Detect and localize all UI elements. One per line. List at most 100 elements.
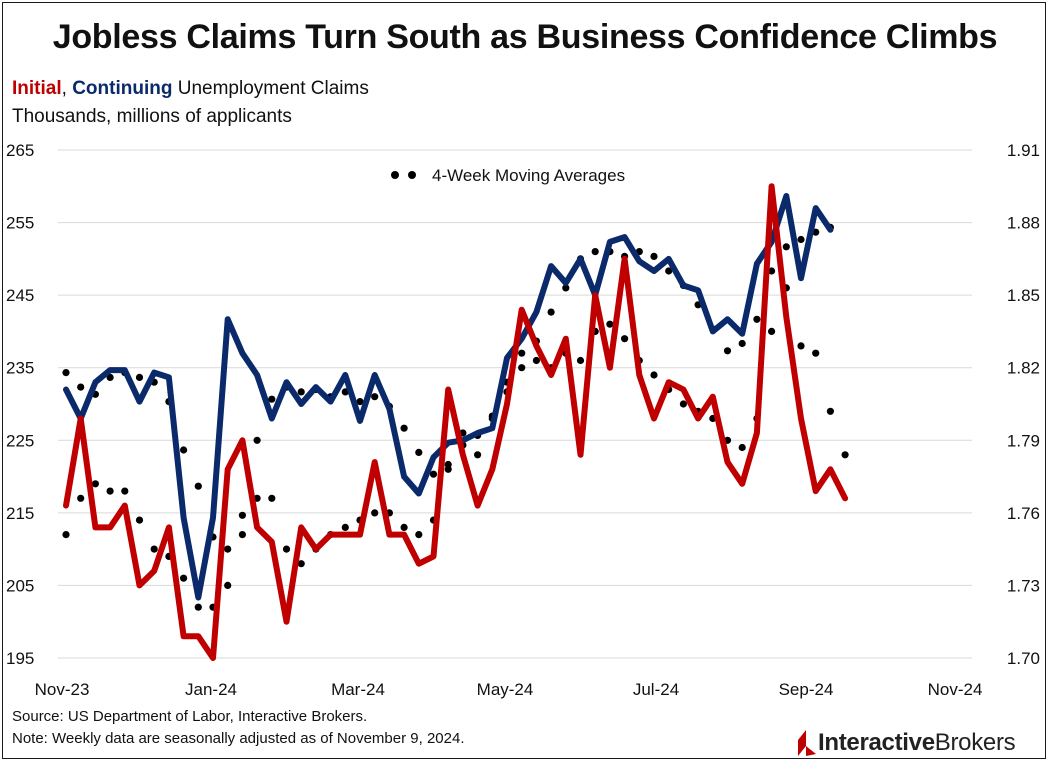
y-right-tick-label: 1.76 [1007,504,1040,523]
initial-average-point [150,545,158,553]
initial-average-point [62,531,70,539]
initial-average-point [474,451,482,459]
continuing-average-point [562,284,570,292]
continuing-average-point [238,511,246,519]
legend-label: 4-Week Moving Averages [432,166,625,185]
initial-average-point [532,356,541,365]
initial-average-point [77,494,85,502]
initial-claims-line [63,183,849,661]
initial-average-point [282,545,291,553]
x-tick-label: Nov-23 [35,680,90,699]
initial-average-point [268,494,276,502]
continuing-average-point [297,388,305,396]
continuing-average-point [194,482,202,490]
initial-average-point [400,523,408,532]
continuing-average-point [738,339,746,348]
continuing-average-point [444,460,452,469]
chart-title: Jobless Claims Turn South as Business Co… [52,18,998,56]
continuing-average-point [224,545,232,553]
initial-average-point [224,581,232,590]
y-left-tick-label: 195 [6,649,34,668]
subtitle-comma: , [61,78,67,99]
initial-average-point [650,371,658,379]
continuing-average-point [665,267,673,275]
continuing-average-point [180,446,188,454]
initial-average-point [826,407,835,415]
continuing-claims-line [63,193,834,601]
legend-dot [408,171,416,179]
continuing-average-point [77,383,85,391]
initial-average-point [621,335,629,343]
y-right-tick-label: 1.82 [1007,359,1040,378]
y-right-tick-label: 1.73 [1007,576,1040,595]
initial-average-point [371,509,379,517]
subtitle-rest: Unemployment Claims [177,78,369,99]
initial-average-point [91,480,99,488]
continuing-average-point [723,347,732,355]
continuing-average-point [400,424,408,432]
y-right-tick-label: 1.70 [1007,649,1040,668]
initial-label: Initial [12,78,62,99]
x-tick-label: Jul-24 [633,680,679,699]
continuing-average-point [253,436,261,444]
source-note: Source: US Department of Labor, Interact… [12,708,368,725]
continuing-average-point [547,308,555,316]
footnotes: Source: US Department of Labor, Interact… [12,706,464,750]
continuing-average-point [371,393,379,401]
continuing-average-point [356,398,364,406]
initial-average-point [518,349,526,357]
continuing-average-point [753,315,761,323]
y-left-tick-label: 245 [6,286,34,305]
initial-average-point [135,516,144,524]
x-tick-label: Nov-24 [928,680,983,699]
y-left-tick-label: 215 [6,504,34,523]
y-right-tick-label: 1.79 [1007,431,1040,450]
initial-average-point [738,443,746,452]
continuing-average-point [518,364,526,372]
x-tick-label: Jan-24 [185,680,237,699]
continuing-average-point [62,369,70,377]
initial-average-point [297,560,305,568]
continuing-average-point [135,373,144,381]
initial-average-point [238,531,246,539]
initial-average-point [768,327,776,335]
initial-average-point [415,531,423,539]
continuing-average-point [782,243,790,251]
y-right-tick-label: 1.85 [1007,286,1040,305]
initial-average-point [576,356,585,365]
continuing-average-point [591,248,599,256]
initial-average-point [797,342,805,350]
brand-logo: InteractiveBrokers [796,726,1016,760]
legend-dot [391,171,399,179]
y-left-tick-label: 235 [6,359,34,378]
continuing-average-point [429,470,438,478]
y-right-tick-label: 1.88 [1007,214,1040,233]
initial-average-point [121,487,129,495]
initial-average-point [606,320,614,328]
continuing-average-point [650,252,658,260]
continuing-label: Continuing [72,78,173,99]
continuing-average-point [768,267,776,275]
chart-subtitle: Initial, Continuing Unemployment Claims [12,78,369,100]
continuing-average-point [268,395,276,403]
continuing-average-point [415,448,423,456]
brand-name-part1: Interactive [818,729,935,756]
brand-name: InteractiveBrokers [818,729,1016,757]
units-label: Thousands, millions of applicants [12,106,292,127]
initial-average-point [180,574,188,582]
x-tick-label: May-24 [477,680,534,699]
initial-average-point [679,400,688,408]
data-note: Note: Weekly data are seasonally adjuste… [12,730,465,747]
y-left-tick-label: 205 [6,576,34,595]
continuing-average-point [797,235,805,244]
initial-average-point [194,603,202,611]
initial-average-point [812,349,820,357]
y-left-tick-label: 265 [6,141,34,160]
initial-average-point [841,451,849,459]
initial-average-point [341,523,349,532]
y-left-tick-label: 255 [6,214,34,233]
continuing-average-point [106,373,114,381]
brand-mark-icon [798,730,816,756]
x-tick-label: Mar-24 [331,680,385,699]
